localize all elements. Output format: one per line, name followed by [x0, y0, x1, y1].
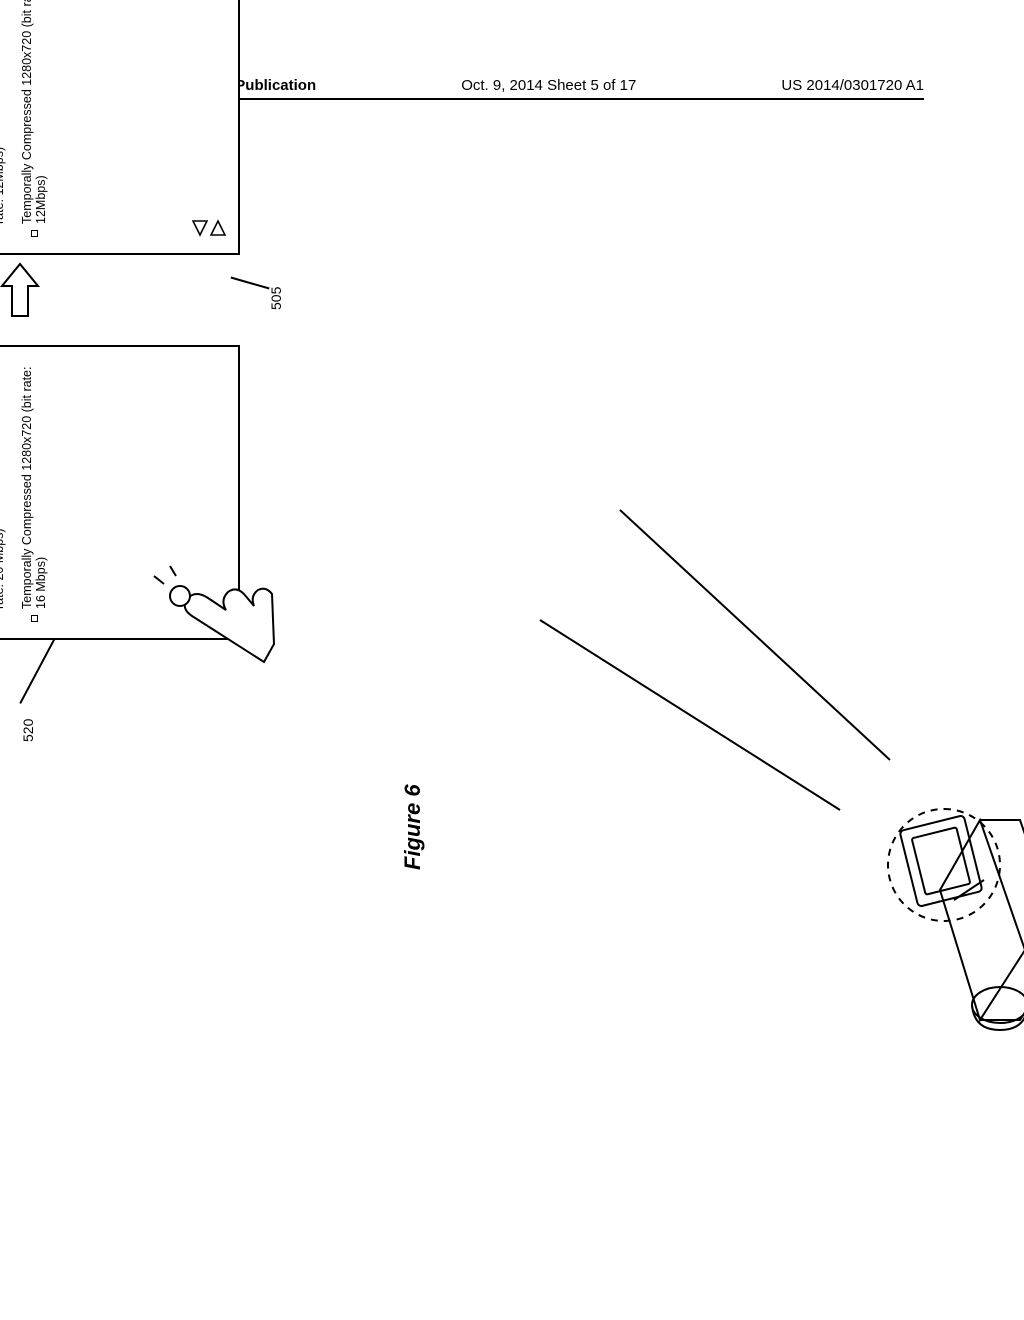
bullet-square-icon — [31, 230, 38, 237]
ref-505-label: 505 — [268, 287, 284, 310]
panel-after-nav-left[interactable] — [192, 217, 226, 239]
transition-arrow-icon — [0, 260, 42, 320]
panel-before-inner: Recording Options iFrame 1280x720 (bit r… — [0, 347, 69, 638]
chevron-right-icon — [210, 217, 226, 239]
option-label: Temporally Compressed 1920x1080 (bit rat… — [0, 363, 6, 609]
recording-option[interactable]: Temporally Compressed 1280x720 (bit rate… — [17, 359, 51, 626]
option-label: Temporally Compressed 1920x1080 (bit rat… — [0, 0, 6, 224]
recording-option[interactable]: Temporally Compressed 1280x720 (bit rate… — [17, 0, 51, 241]
panel-before: Recording Options iFrame 1280x720 (bit r… — [0, 345, 240, 640]
panel-after-options: iFrame 1280x720 (bit rate: 24 Mbps)iFram… — [0, 0, 51, 241]
rotated-figure-body: 515 520 505 Recording Options iFrame 128… — [0, 300, 890, 920]
zoom-lead-lines — [530, 500, 910, 840]
chevron-left-icon — [192, 217, 208, 239]
figure-caption: Figure 6 — [400, 784, 426, 870]
pointing-finger-icon — [136, 560, 276, 680]
panels-row: Recording Options iFrame 1280x720 (bit r… — [0, 0, 240, 640]
option-label: Temporally Compressed 1280x720 (bit rate… — [20, 363, 48, 609]
header-mid: Oct. 9, 2014 Sheet 5 of 17 — [461, 77, 636, 94]
panel-before-options: iFrame 1280x720 (bit rate: 24 Mbps)iFram… — [0, 359, 51, 626]
panel-after: Recording Options iFrame 1280x720 (bit r… — [0, 0, 240, 255]
ref-520-label: 520 — [20, 719, 36, 742]
bullet-square-icon — [31, 615, 38, 622]
recording-option[interactable]: Temporally Compressed 1920x1080 (bit rat… — [0, 0, 9, 241]
ref-520-line — [19, 632, 58, 703]
panel-after-inner: Recording Options iFrame 1280x720 (bit r… — [0, 0, 69, 253]
recording-option[interactable]: Temporally Compressed 1920x1080 (bit rat… — [0, 359, 9, 626]
option-label: Temporally Compressed 1280x720 (bit rate… — [20, 0, 48, 224]
header-right: US 2014/0301720 A1 — [781, 77, 924, 94]
